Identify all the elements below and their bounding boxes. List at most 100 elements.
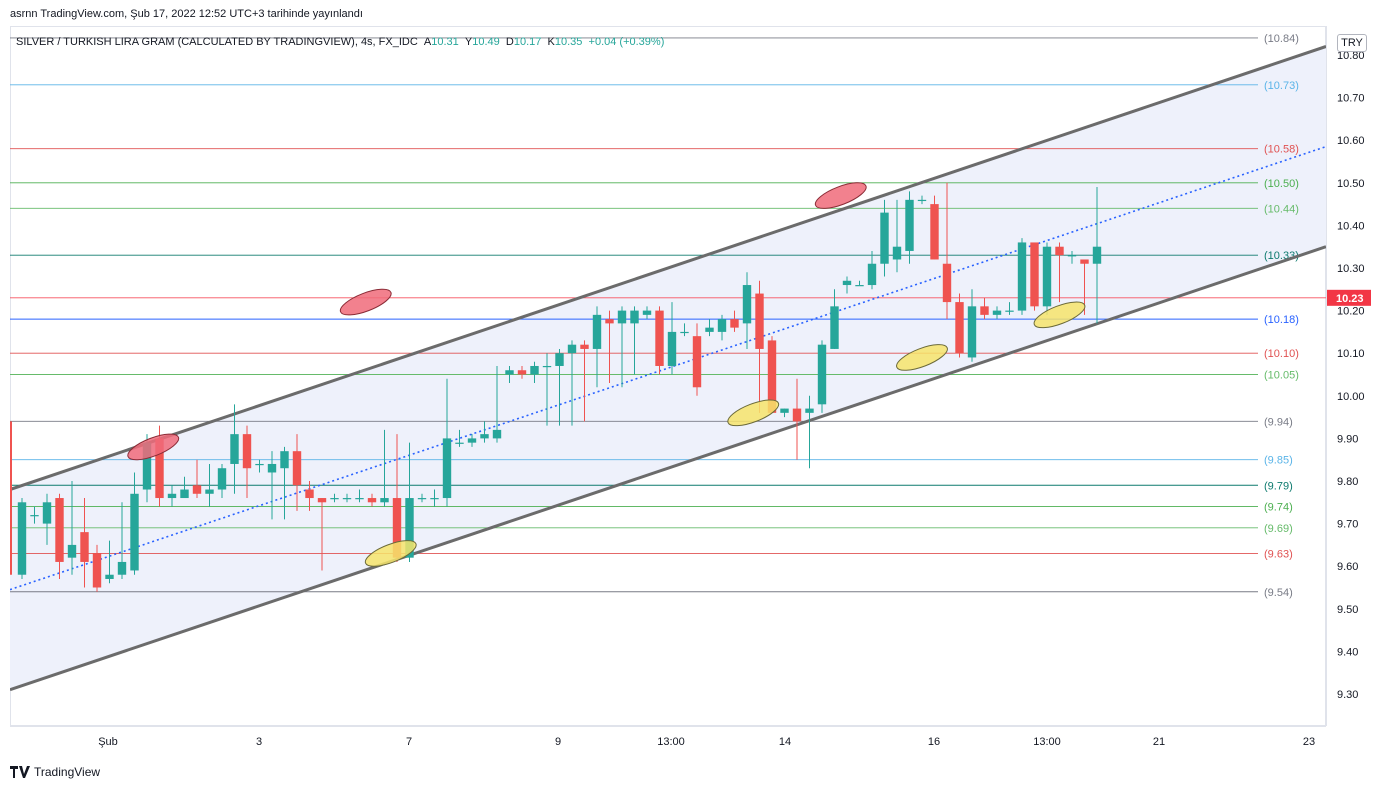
candle-body	[767, 340, 777, 413]
candle-body	[430, 498, 439, 500]
high-value: 10.49	[472, 36, 500, 48]
candle-body	[605, 319, 614, 324]
price-axis[interactable]	[1326, 26, 1386, 726]
candle-body	[442, 438, 452, 499]
candle-body	[55, 498, 64, 562]
candle-body	[180, 489, 189, 499]
candle-body	[205, 489, 214, 494]
marker-top	[127, 433, 180, 461]
candle-body	[292, 451, 302, 486]
time-tick-label: 9	[555, 736, 561, 748]
candle-body	[367, 498, 377, 503]
candle-body	[42, 502, 52, 524]
price-tick-label: 9.60	[1337, 561, 1358, 573]
level-label: (9.94)	[1264, 416, 1293, 428]
marker-bottom	[727, 399, 780, 427]
chart-pane[interactable]	[10, 26, 1326, 726]
candle-body	[530, 365, 539, 375]
candle-body	[230, 434, 239, 464]
candle-body	[1017, 242, 1027, 311]
level-label: (9.74)	[1264, 502, 1293, 514]
candle-body	[592, 314, 602, 349]
candle-body	[192, 485, 202, 494]
candle-body	[117, 561, 127, 575]
candle-body	[642, 310, 652, 315]
level-label: (9.54)	[1264, 587, 1293, 599]
level-label: (10.05)	[1264, 370, 1299, 382]
candle-body	[217, 468, 227, 490]
candle-body	[1067, 255, 1077, 257]
level-label: (9.79)	[1264, 480, 1293, 492]
time-tick-label: 21	[1153, 736, 1165, 748]
candle-body	[1042, 246, 1052, 307]
candle-body	[817, 344, 827, 405]
candle-body	[142, 442, 152, 490]
candle-body	[30, 515, 39, 517]
price-tick-label: 10.60	[1337, 135, 1365, 147]
currency-button[interactable]: TRY	[1337, 34, 1367, 52]
level-label: (10.10)	[1264, 348, 1299, 360]
time-tick-label: 16	[928, 736, 940, 748]
candle-body	[905, 199, 914, 251]
channel-middle-line	[10, 145, 1326, 591]
last-price-badge	[1327, 289, 1371, 306]
candle-body	[267, 463, 277, 473]
candle-body	[505, 370, 514, 375]
candle-body	[580, 344, 589, 349]
candle-body	[892, 246, 902, 260]
candle-body	[255, 463, 264, 466]
marker-bottom	[1033, 301, 1086, 329]
candle-body	[680, 331, 689, 334]
candle-body	[317, 498, 327, 503]
candle-body	[280, 451, 289, 469]
price-tick-label: 10.50	[1337, 178, 1365, 190]
candle-body	[105, 574, 114, 579]
candle-body	[355, 498, 364, 500]
candle-body	[1005, 310, 1014, 312]
open-label: A	[423, 36, 432, 48]
price-tick-label: 10.30	[1337, 263, 1365, 275]
candle-body	[830, 306, 839, 349]
candle-body	[467, 438, 477, 443]
candle-body	[617, 310, 627, 324]
footer-brand[interactable]: TradingView	[10, 765, 100, 779]
level-label: (10.50)	[1264, 178, 1299, 190]
price-tick-label: 9.90	[1337, 433, 1358, 445]
time-tick-label: 3	[256, 736, 262, 748]
candle-body	[67, 544, 77, 558]
candle-body	[1030, 242, 1039, 307]
publish-info: asrnn TradingView.com, Şub 17, 2022 12:5…	[10, 8, 363, 20]
candle-body	[755, 293, 764, 349]
candle-body	[630, 310, 639, 324]
candle-body	[130, 493, 139, 571]
symbol-legend: SILVER / TURKISH LIRA GRAM (CALCULATED B…	[16, 36, 664, 48]
candle-body	[155, 438, 164, 499]
time-tick-label: Şub	[98, 736, 118, 748]
candle-body	[342, 498, 352, 500]
price-tick-label: 10.10	[1337, 348, 1365, 360]
price-tick-label: 9.70	[1337, 519, 1358, 531]
close-label: K	[547, 36, 555, 48]
time-tick-label: 13:00	[657, 736, 685, 748]
candle-body	[855, 285, 864, 287]
time-tick-label: 13:00	[1033, 736, 1061, 748]
level-label: (10.58)	[1264, 144, 1299, 156]
candle-body	[942, 263, 952, 303]
candle-body	[705, 327, 714, 332]
time-tick-label: 14	[779, 736, 791, 748]
candle-body	[730, 319, 739, 328]
level-label: (9.85)	[1264, 455, 1293, 467]
candle-body	[1055, 246, 1064, 256]
price-tick-label: 10.20	[1337, 306, 1365, 318]
time-axis[interactable]	[10, 726, 1326, 756]
tradingview-logo-icon	[10, 766, 30, 778]
change-value: +0.04 (+0.39%)	[588, 36, 665, 48]
price-tick-label: 9.40	[1337, 646, 1358, 658]
open-value: 10.31	[431, 36, 459, 48]
candle-body	[1092, 246, 1102, 264]
candle-body	[492, 429, 502, 439]
candle-body	[167, 493, 177, 499]
candle-body	[692, 336, 702, 388]
candle-body	[92, 553, 102, 588]
